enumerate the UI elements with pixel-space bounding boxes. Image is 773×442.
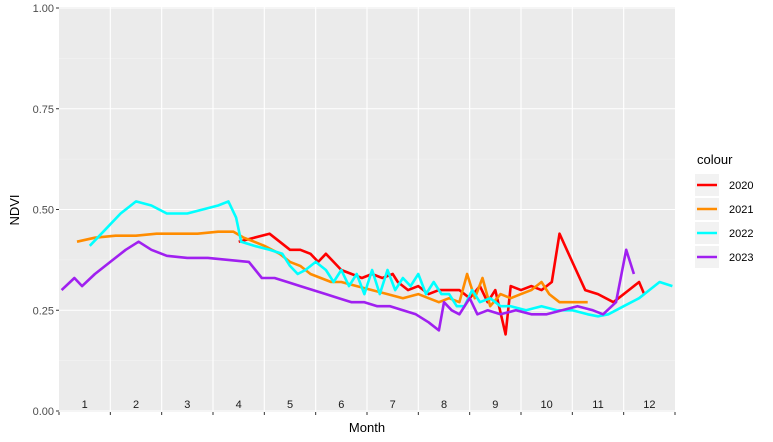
y-tick-label: 1.00	[33, 3, 54, 15]
x-axis-title: Month	[349, 420, 385, 435]
x-tick-label: 10	[541, 399, 553, 411]
legend-label-2023: 2023	[729, 252, 753, 264]
legend-label-2022: 2022	[729, 228, 753, 240]
x-tick-label: 1	[82, 399, 88, 411]
x-tick-label: 6	[338, 399, 344, 411]
x-tick-label: 3	[184, 399, 190, 411]
x-tick-label: 4	[236, 399, 242, 411]
series-line-2021	[76, 230, 588, 308]
y-axis-title: NDVI	[7, 194, 22, 225]
legend-label-2020: 2020	[729, 180, 753, 192]
x-axis: 1 2 3 4 5 6 7 8 9 10 11 12	[58, 399, 676, 415]
series-lines	[60, 200, 673, 336]
legend: colour 2020 2021 2022 2023	[695, 152, 753, 268]
legend-label-2021: 2021	[729, 204, 753, 216]
y-axis: 0.00 0.25 0.50 0.75 1.00	[33, 3, 59, 418]
x-tick-label: 12	[643, 399, 655, 411]
legend-title: colour	[697, 152, 733, 167]
x-tick-label: 2	[133, 399, 139, 411]
x-tick-label: 7	[390, 399, 396, 411]
x-tick-label: 8	[441, 399, 447, 411]
y-tick-label: 0.00	[33, 406, 54, 418]
x-tick-label: 11	[592, 399, 603, 411]
y-tick-label: 0.25	[33, 305, 54, 317]
y-tick-label: 0.75	[33, 104, 54, 116]
x-tick-label: 5	[287, 399, 293, 411]
series-line-2022	[88, 200, 673, 318]
series-line-2023	[60, 240, 636, 332]
x-tick-label: 9	[492, 399, 498, 411]
y-tick-label: 0.50	[33, 205, 54, 217]
